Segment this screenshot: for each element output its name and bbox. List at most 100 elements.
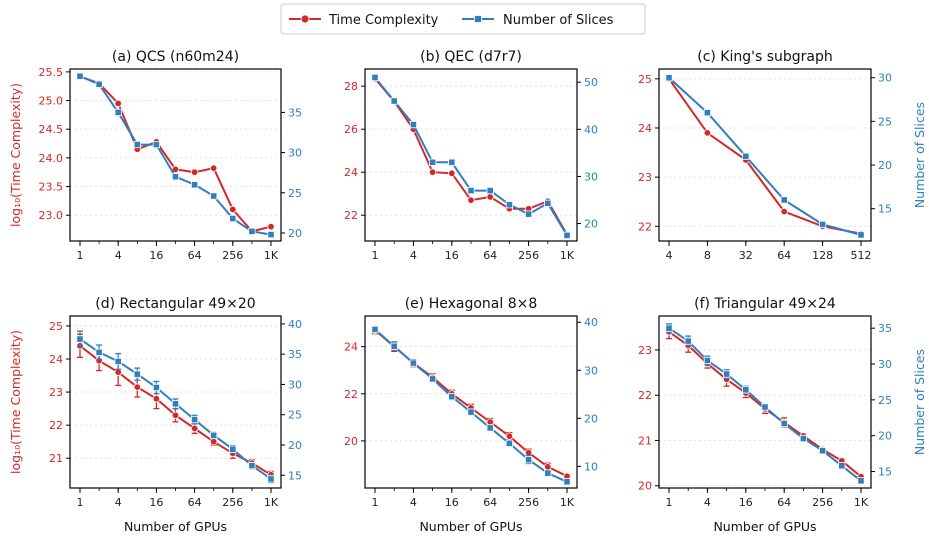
time-series-point [524,448,533,457]
y-right-tick-label: 35 [878,322,892,335]
y-right-axis-label: Number of Slices [912,102,927,208]
x-tick-label: 64 [777,249,791,262]
slices-series-point [761,403,769,411]
y-right-tick-label: 25 [878,394,892,407]
slices-series-point [171,400,180,408]
slices-series-point [819,220,827,229]
y-right-tick-label: 30 [288,147,302,160]
time-series-point [448,169,456,177]
slices-series-line [374,76,568,236]
x-tick-label: 1K [560,496,575,509]
slices-series-point [371,325,379,334]
slices-series-point [210,431,218,439]
time-series-point [171,411,180,419]
legend-time-marker [300,14,310,24]
time-series-line [374,78,568,235]
time-series-line [668,78,862,235]
slices-series-point [248,227,256,235]
slices-series-point [114,108,122,117]
x-tick-label: 32 [739,249,753,262]
x-tick-label: 16 [445,249,459,262]
y-left-tick-label: 22 [638,389,652,402]
y-right-tick-label: 25 [288,409,302,422]
x-tick-label: 16 [739,496,753,509]
time-series-point [486,418,494,426]
y-right-tick-label: 25 [288,187,302,200]
x-tick-label: 1 [77,249,84,262]
slices-series-point [390,97,398,105]
x-tick-label: 64 [777,496,791,509]
y-left-tick-label: 23 [638,171,652,184]
slices-series-point [665,324,673,332]
x-tick-label: 256 [518,249,539,262]
y-left-tick-label: 23 [638,344,652,357]
y-left-tick-label: 20 [638,480,652,493]
x-tick-label: 4 [666,249,673,262]
x-tick-label: 64 [188,249,202,262]
slices-series-point [210,192,218,200]
panel-title: (e) Hexagonal 8×8 [405,296,538,312]
slices-series-point [76,335,84,343]
y-left-tick-label: 25 [49,320,63,333]
time-series-point [703,129,712,137]
time-series-point [229,205,237,214]
slices-series-point [267,230,275,239]
slices-series-point [703,109,712,117]
x-tick-label: 8 [704,249,711,262]
y-right-tick-label: 10 [584,460,598,473]
y-left-axis-label: log₁₀(Time Complexity) [8,330,23,474]
legend: Time Complexity Number of Slices [280,3,646,35]
slices-series-point [267,475,275,483]
panel-title: (a) QCS (n60m24) [112,49,239,65]
slices-series-point [133,370,141,378]
y-left-tick-label: 24 [638,122,652,135]
slices-series-point [838,462,846,470]
panel-4: 1 4 16 64 256 1K 20 22 24 10 20 30 40 (e) Hexagonal 8… [344,296,598,534]
y-right-tick-label: 30 [878,358,892,371]
slices-series-line [668,76,862,236]
y-left-tick-label: 22 [344,388,358,401]
x-tick-label: 4 [410,249,417,262]
y-right-tick-label: 35 [288,348,302,361]
slices-series-point [467,186,475,195]
y-left-tick-label: 24 [344,341,358,354]
x-tick-label: 1K [854,496,869,509]
y-right-tick-label: 20 [584,218,598,231]
x-tick-label: 512 [851,249,872,262]
slices-series-point [190,181,199,189]
slices-series-point [525,456,533,464]
x-tick-label: 16 [149,496,163,509]
slices-series-point [448,393,456,401]
y-right-tick-label: 40 [288,318,302,331]
x-tick-label: 64 [483,249,497,262]
x-axis-label: Number of GPUs [713,519,816,534]
slices-series-point [428,375,437,383]
slices-series-line [79,75,272,236]
slices-series-point [229,445,237,453]
slices-series-point [371,73,379,82]
slices-series-point [152,383,160,392]
y-right-tick-label: 15 [878,466,892,479]
y-left-tick-label: 22 [344,209,358,222]
slices-series-point [780,196,788,204]
panel-title: (f) Triangular 49×24 [694,296,836,312]
slices-series-point [114,357,122,366]
y-right-tick-label: 25 [878,115,892,128]
time-series-point [114,99,122,108]
time-series-point [428,168,437,176]
x-tick-label: 1 [372,249,379,262]
time-series-point [209,164,218,172]
x-tick-label: 1K [264,496,279,509]
time-series-line [374,329,568,478]
slices-series-point [486,186,494,195]
slices-series-point [544,469,552,477]
x-tick-label: 64 [188,496,202,509]
x-tick-label: 4 [115,496,122,509]
y-left-tick-label: 24 [344,166,358,179]
y-left-tick-label: 28 [344,80,358,93]
slices-series-point [684,337,692,345]
time-series-point [152,394,161,403]
y-right-tick-label: 40 [584,316,598,329]
y-left-tick-label: 22 [49,419,63,432]
y-left-tick-label: 25.5 [39,66,64,79]
